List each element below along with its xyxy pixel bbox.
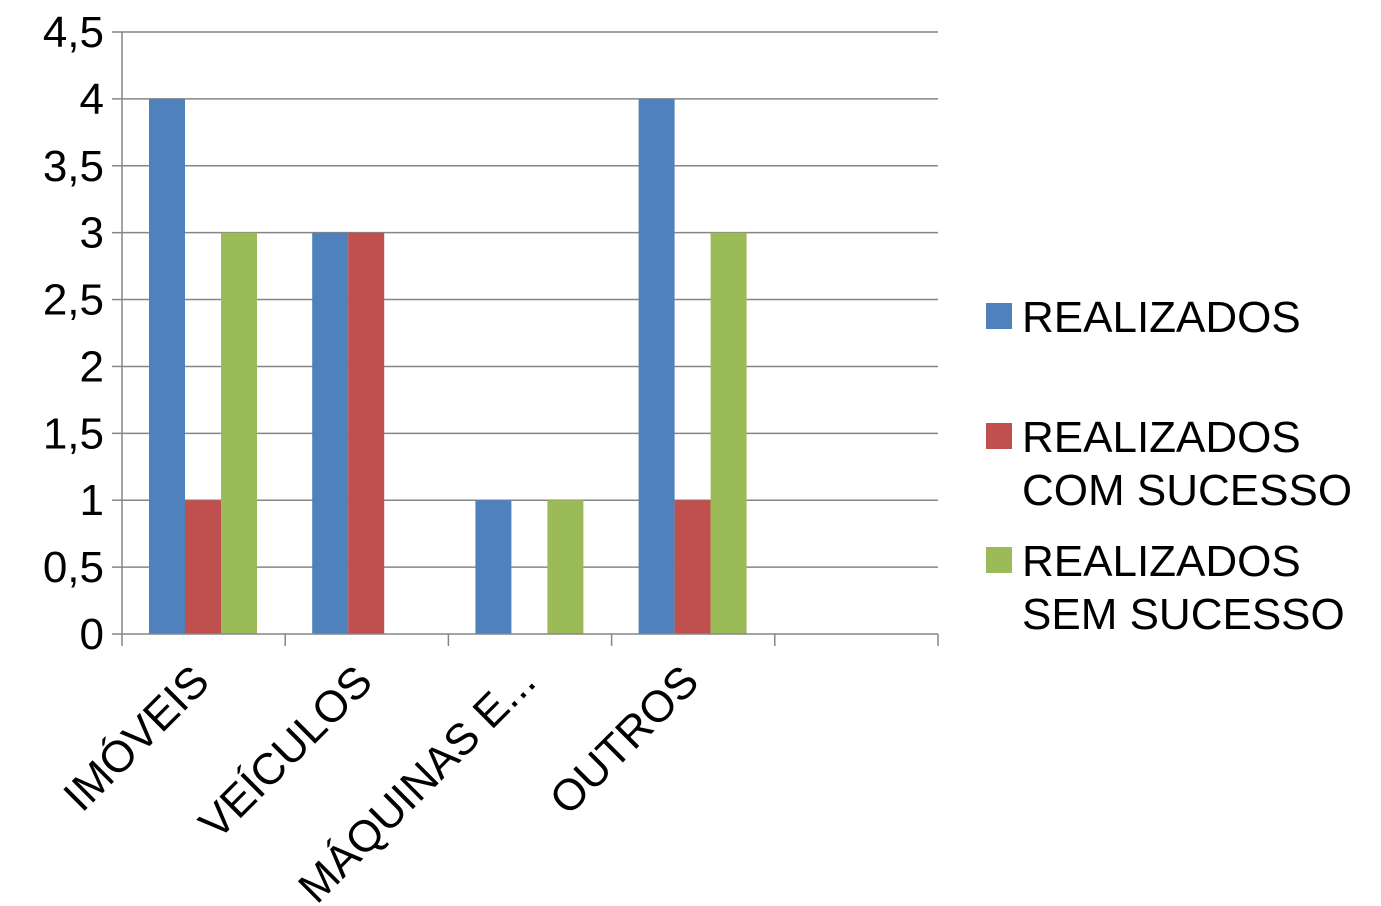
legend-swatch — [986, 303, 1012, 329]
bar — [638, 98, 675, 634]
legend-label: REALIZADOS — [1022, 537, 1301, 586]
axes — [112, 31, 939, 646]
bar — [221, 232, 257, 634]
y-tick-label: 3,5 — [43, 142, 104, 191]
y-tick-label: 4,5 — [43, 8, 104, 57]
y-tick-labels: 0 0,5 1 1,5 2 2,5 3 3,5 4 4,5 — [43, 8, 104, 659]
bar — [710, 232, 747, 634]
legend-label: REALIZADOS — [1022, 293, 1301, 342]
y-tick-label: 3 — [80, 209, 104, 258]
bars — [149, 98, 747, 634]
y-tick-label: 0,5 — [43, 543, 104, 592]
bar — [547, 500, 584, 634]
y-tick-label: 0 — [80, 610, 104, 659]
legend-label: COM SUCESSO — [1022, 466, 1352, 515]
x-tick-label: IMÓVEIS — [54, 656, 218, 820]
bar — [312, 232, 349, 634]
bar — [348, 232, 385, 634]
y-tick-label: 2,5 — [43, 276, 104, 325]
bar — [475, 500, 512, 634]
legend-entry: REALIZADOS — [986, 293, 1301, 342]
legend-label: REALIZADOS — [1022, 413, 1301, 462]
bar — [185, 500, 221, 634]
y-tick-label: 1,5 — [43, 409, 104, 458]
y-tick-label: 2 — [80, 342, 104, 391]
bar — [149, 98, 185, 634]
legend-swatch — [986, 547, 1012, 573]
y-tick-label: 4 — [80, 75, 104, 124]
legend-swatch — [986, 423, 1012, 449]
y-tick-label: 1 — [80, 476, 104, 525]
gridlines — [122, 31, 938, 568]
x-tick-label: OUTROS — [541, 656, 709, 824]
bar — [674, 500, 711, 634]
legend-label: SEM SUCESSO — [1022, 590, 1345, 639]
